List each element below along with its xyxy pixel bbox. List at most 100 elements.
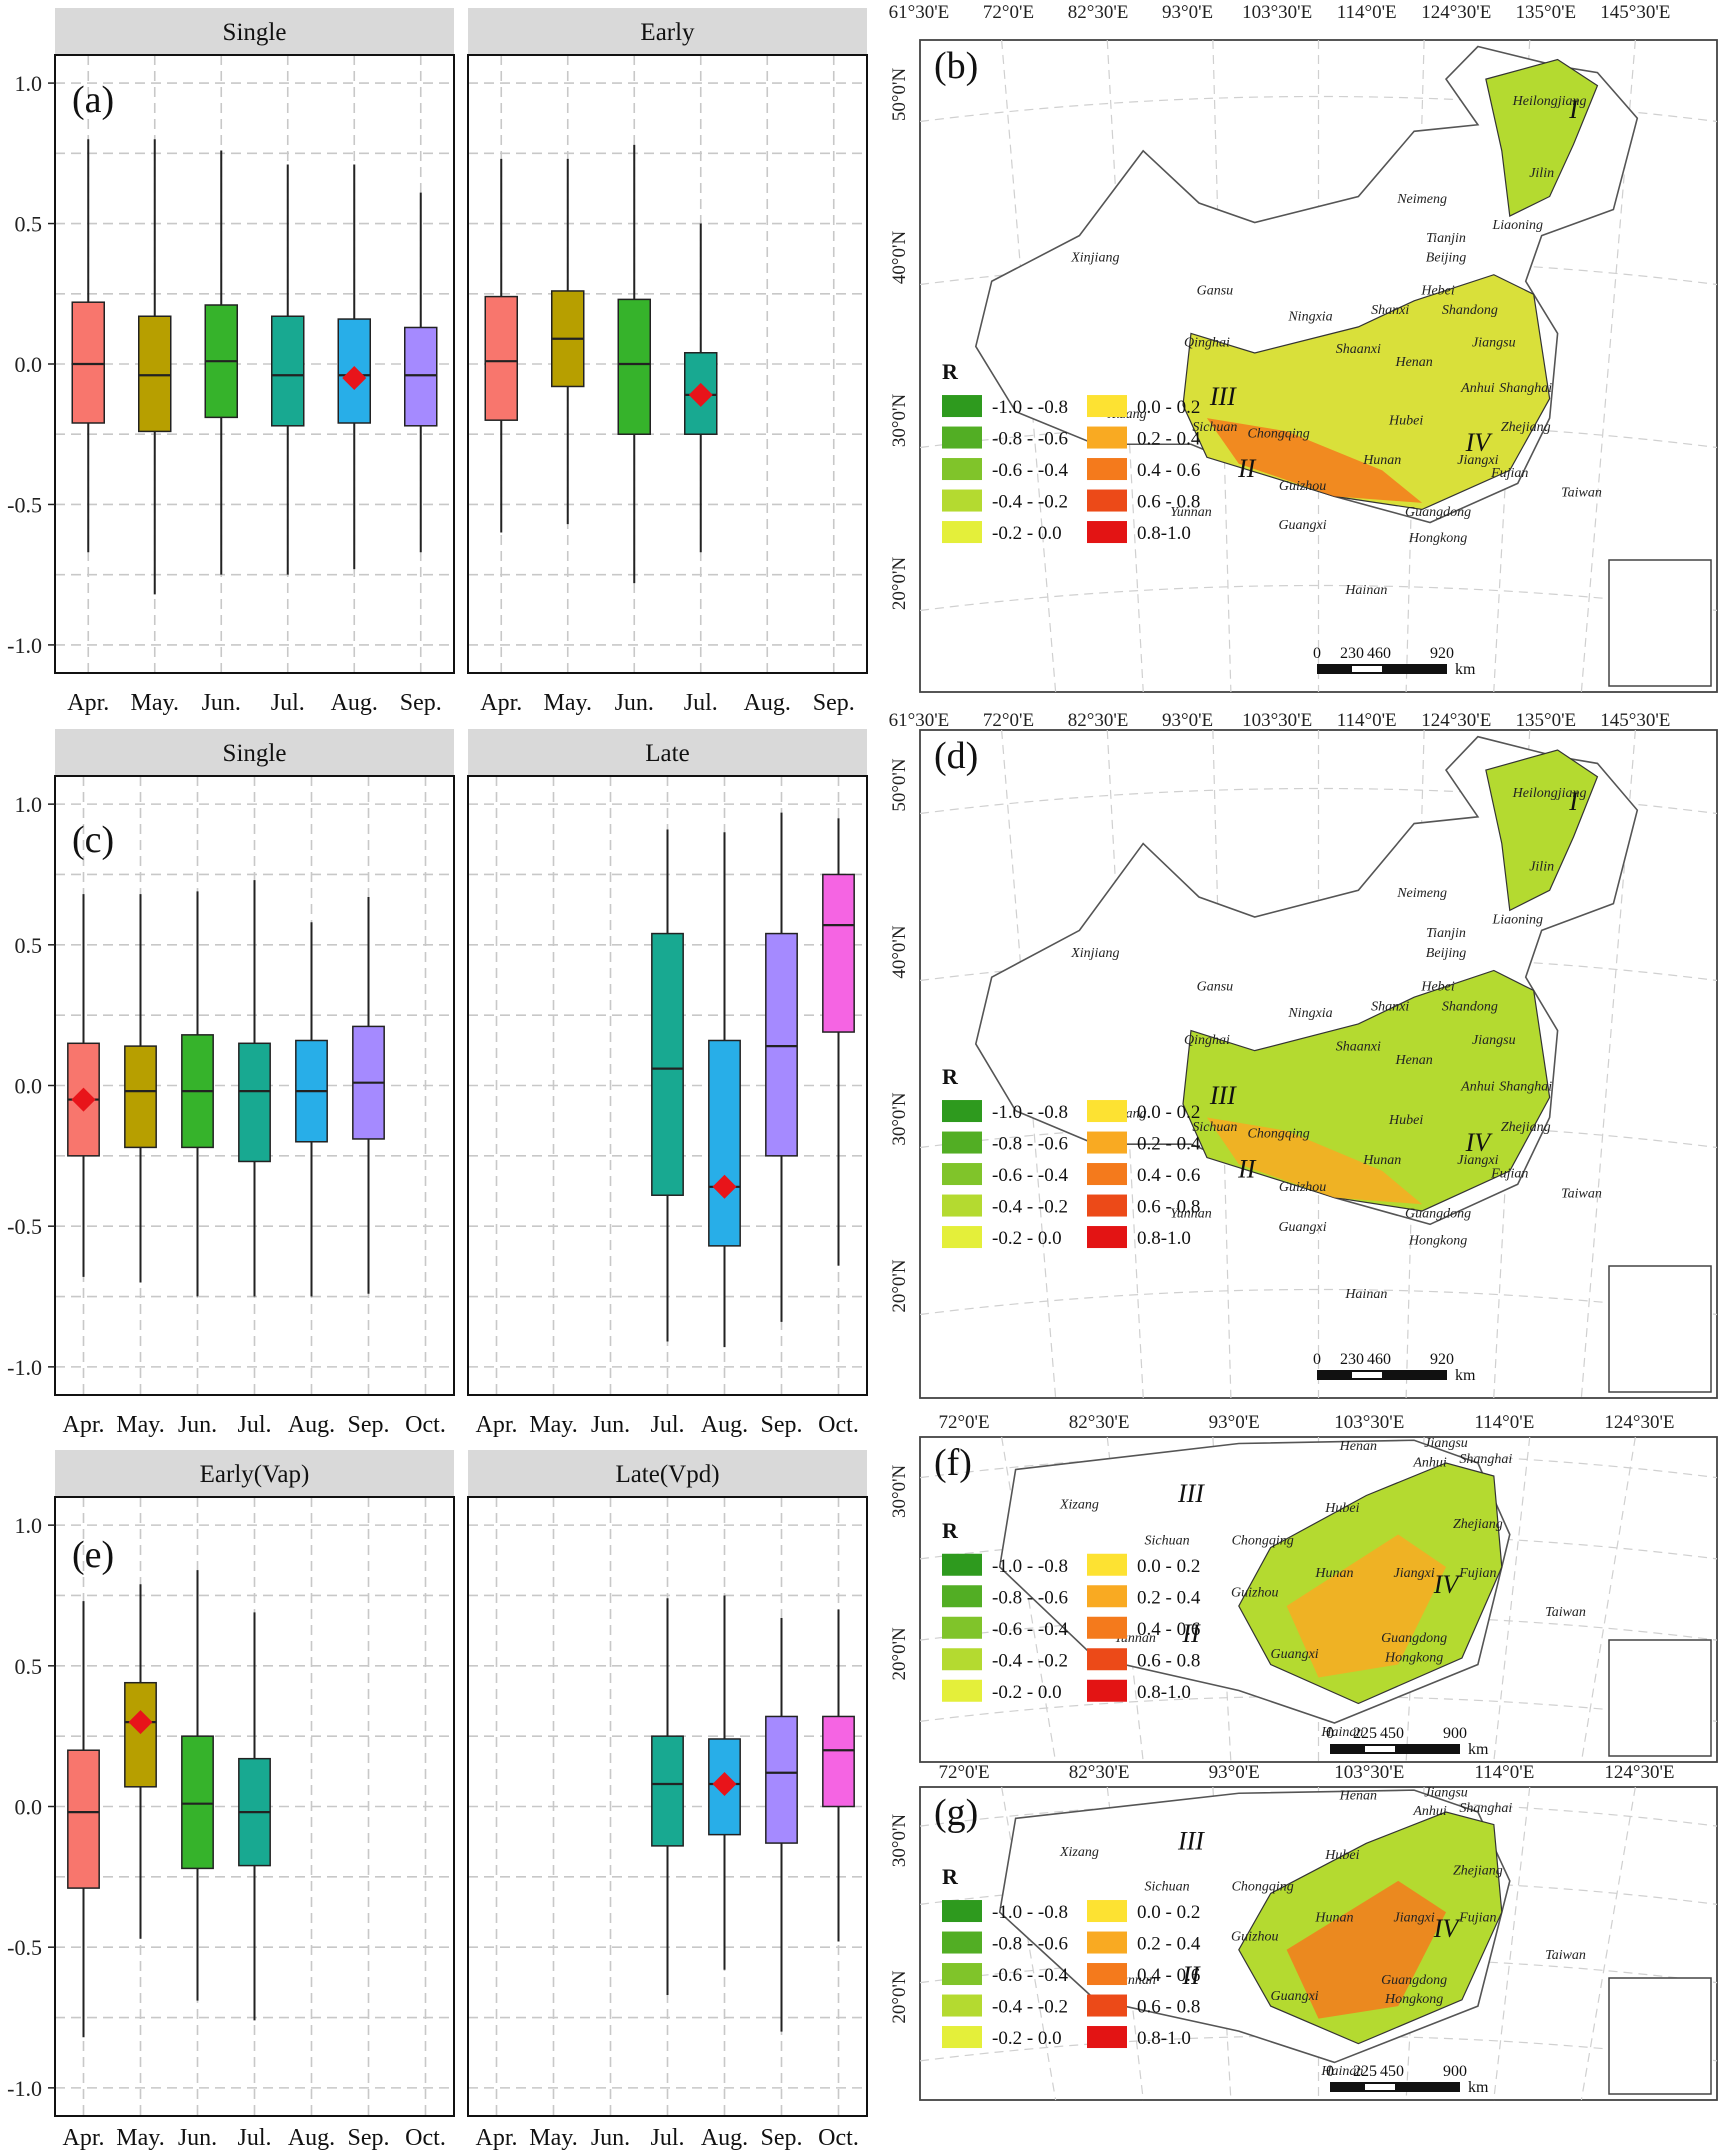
province-label: Sichuan	[1145, 1879, 1190, 1894]
province-label: Hunan	[1314, 1566, 1353, 1581]
province-label: Hubei	[1388, 1113, 1423, 1128]
legend-item-label: -0.6 - -0.4	[992, 1965, 1068, 1986]
province-label: Hongkong	[1408, 531, 1467, 546]
x-tick-label: Oct.	[405, 1412, 446, 1438]
region-numeral: I	[1568, 95, 1579, 124]
legend-item-label: 0.6 - 0.8	[1137, 1997, 1200, 2018]
province-label: Henan	[1394, 355, 1432, 370]
legend-item-label: 0.0 - 0.2	[1137, 1902, 1200, 1923]
province-label: Hubei	[1324, 1501, 1359, 1516]
longitude-label: 82°30'E	[1069, 1412, 1130, 1433]
legend-item-label: -1.0 - -0.8	[992, 1902, 1068, 1923]
province-label: Xizang	[1059, 1845, 1099, 1860]
region-numeral: IV	[1465, 428, 1494, 457]
longitude-label: 145°30'E	[1600, 710, 1670, 731]
legend-item-label: 0.8-1.0	[1137, 1682, 1191, 1703]
y-tick-label: -0.5	[7, 1935, 42, 1960]
facet-strip	[468, 8, 867, 54]
box	[822, 873, 855, 1033]
legend-item-label: -0.6 - -0.4	[992, 1165, 1068, 1186]
legend-item-label: 0.0 - 0.2	[1137, 1556, 1200, 1577]
province-label: Shandong	[1442, 303, 1498, 318]
province-label: Gansu	[1197, 283, 1234, 298]
latitude-label: 20°0'N	[889, 1970, 910, 2024]
province-label: Jiangsu	[1424, 1785, 1468, 1800]
x-tick-label: May.	[529, 2125, 577, 2150]
x-tick-label: Sep.	[761, 2125, 803, 2150]
y-tick-label: 1.0	[15, 1513, 43, 1538]
province-label: Hongkong	[1384, 1992, 1443, 2007]
legend-swatch	[1087, 458, 1127, 481]
legend-swatch	[942, 1931, 982, 1954]
map-panel-label: (d)	[934, 735, 978, 777]
province-label: Jiangsu	[1472, 1033, 1516, 1048]
graticule-parallel	[919, 1695, 1718, 1722]
scale-tick-label: 0	[1313, 645, 1321, 662]
legend-item-label: -0.6 - -0.4	[992, 460, 1068, 481]
x-tick-label: Sep.	[761, 1412, 803, 1438]
x-tick-label: Jun.	[615, 690, 654, 716]
province-label: Hainan	[1320, 2064, 1363, 2079]
x-tick-label: Apr.	[476, 1412, 518, 1438]
box	[124, 1681, 157, 1788]
graticule-parallel	[919, 1288, 1718, 1316]
legend-swatch	[942, 1131, 982, 1154]
latitude-label: 30°0'N	[889, 394, 910, 448]
province-label: Xinjiang	[1070, 251, 1119, 266]
legend-item-label: -1.0 - -0.8	[992, 1556, 1068, 1577]
province-label: Taiwan	[1545, 1605, 1586, 1620]
longitude-label: 61°30'E	[889, 2, 950, 23]
legend-item-label: 0.0 - 0.2	[1137, 1102, 1200, 1123]
south-crop-warm-area	[1286, 1880, 1447, 2019]
scale-tick-label: 920	[1430, 1351, 1454, 1368]
legend-swatch	[1087, 1679, 1127, 1702]
box	[822, 1715, 855, 1808]
south-china-sea-inset	[1608, 1977, 1712, 2095]
region-numeral: III	[1209, 382, 1237, 411]
x-tick-label: Apr.	[63, 1412, 105, 1438]
longitude-label: 93°0'E	[1209, 1412, 1260, 1433]
province-label: Henan	[1339, 1789, 1377, 1804]
x-tick-label: Aug.	[288, 2125, 335, 2150]
province-label: Chongqing	[1232, 1879, 1294, 1894]
province-label: Fujian	[1458, 1566, 1496, 1581]
legend-item-label: -0.4 - -0.2	[992, 1197, 1068, 1218]
graticule-parallel	[919, 954, 1718, 982]
longitude-label: 103°30'E	[1334, 1412, 1404, 1433]
province-label: Jiangxi	[1394, 1911, 1435, 1926]
x-tick-label: May.	[116, 2125, 164, 2150]
latitude-label: 20°0'N	[889, 557, 910, 611]
province-label: Shanxi	[1371, 303, 1409, 318]
province-label: Xizang	[1059, 1498, 1099, 1513]
legend-item-label: 0.2 - 0.4	[1137, 1934, 1201, 1955]
longitude-label: 135°0'E	[1515, 2, 1576, 23]
graticule-parallel	[919, 1533, 1718, 1560]
legend-item-label: -0.8 - -0.6	[992, 1934, 1068, 1955]
highlight-point	[712, 1771, 737, 1796]
highlight-point	[128, 1710, 153, 1735]
province-label: Shanghai	[1459, 1452, 1512, 1467]
x-tick-label: Sep.	[348, 1412, 390, 1438]
province-label: Qinghai	[1184, 1033, 1230, 1048]
region-numeral: II	[1237, 454, 1257, 483]
province-label: Hebei	[1420, 980, 1455, 995]
facet-title: Single	[223, 740, 287, 767]
province-label: Guizhou	[1231, 1929, 1278, 1944]
x-tick-label: Oct.	[818, 2125, 859, 2150]
facet-strip	[468, 1450, 867, 1496]
region-numeral: III	[1177, 1479, 1205, 1508]
longitude-label: 103°30'E	[1334, 1762, 1404, 1783]
scale-tick-label: 450	[1380, 2063, 1404, 2080]
province-label: Fujian	[1458, 1911, 1496, 1926]
scale-tick-label: 460	[1367, 645, 1391, 662]
legend-item-label: 0.2 - 0.4	[1137, 1134, 1201, 1155]
latitude-label: 50°0'N	[889, 68, 910, 122]
province-label: Jiangxi	[1394, 1566, 1435, 1581]
scale-tick-label: 450	[1380, 1725, 1404, 1742]
province-label: Neimeng	[1396, 886, 1447, 901]
legend-item-label: -0.4 - -0.2	[992, 1997, 1068, 2018]
province-label: Hunan	[1314, 1911, 1353, 1926]
province-label: Ningxia	[1287, 1006, 1332, 1021]
legend-swatch	[942, 2026, 982, 2049]
legend-item-label: -0.4 - -0.2	[992, 492, 1068, 513]
